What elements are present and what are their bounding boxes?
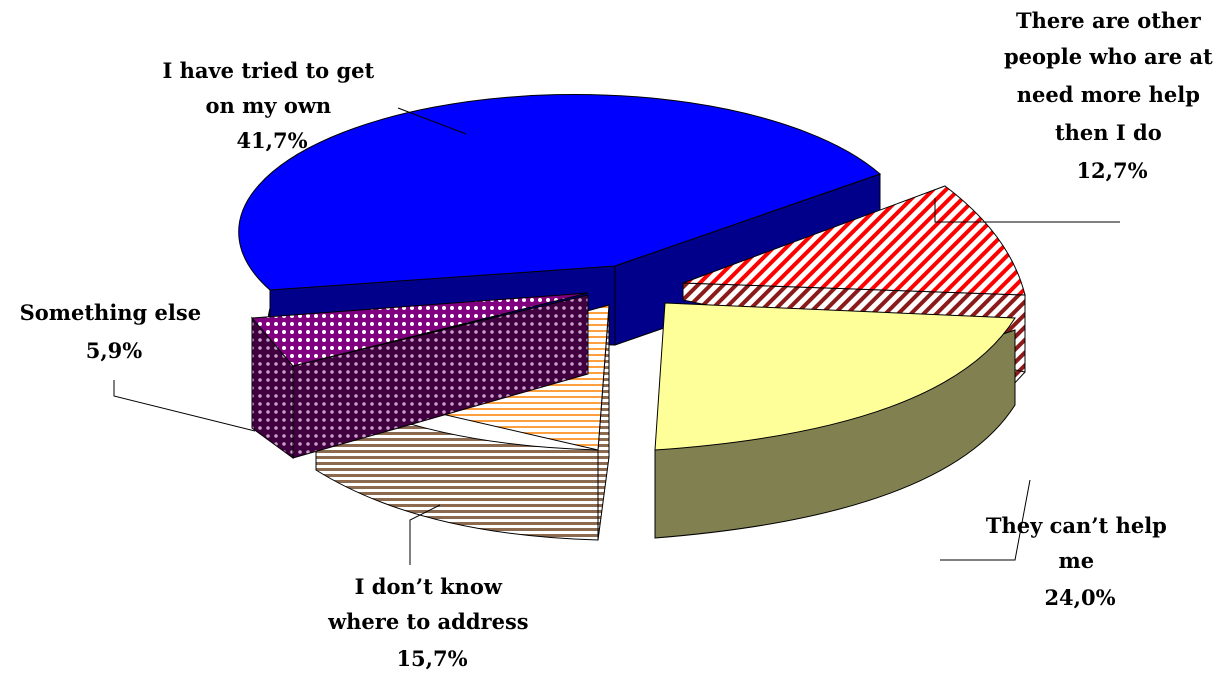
slice-top-something-else <box>250 292 589 367</box>
label-dont-know: I don’t know where to address 15,7% <box>327 574 536 671</box>
slice-top-tried-own <box>238 93 881 291</box>
label-line: me <box>1059 548 1095 573</box>
label-line: They can’t help <box>986 513 1167 538</box>
leader-line-tried-own <box>397 107 467 135</box>
label-line: There are other <box>1016 8 1202 33</box>
label-value: 15,7% <box>396 646 467 671</box>
label-line: I don’t know <box>355 574 503 599</box>
slice-top-other-people <box>682 185 1026 296</box>
label-line: where to address <box>327 609 529 634</box>
slice-face-something-else <box>292 294 589 459</box>
leader-line-something-else <box>113 380 256 432</box>
label-value: 5,9% <box>86 338 143 363</box>
slice-group-something-else <box>250 292 589 459</box>
label-line: on my own <box>206 93 332 118</box>
leader-line-dont-know <box>409 504 441 565</box>
label-line: people who are at <box>1004 44 1213 69</box>
label-value: 41,7% <box>236 128 307 153</box>
label-tried-own: I have tried to get on my own 41,7% <box>162 58 381 153</box>
leader-line-other-people <box>934 198 1120 223</box>
label-value: 12,7% <box>1076 158 1147 183</box>
label-value: 24,0% <box>1044 585 1115 610</box>
slice-top-cant-help <box>654 302 1016 451</box>
label-cant-help: They can’t help me 24,0% <box>986 513 1174 610</box>
label-line: then I do <box>1055 120 1162 145</box>
leader-line-cant-help <box>940 479 1031 561</box>
label-line: Something else <box>20 300 201 325</box>
label-other-people: There are other people who are at need m… <box>1004 8 1220 183</box>
label-line: I have tried to get <box>162 58 374 83</box>
slice-group-cant-help <box>654 302 1016 539</box>
label-line: need more help <box>1017 82 1200 107</box>
label-something-else: Something else 5,9% <box>20 300 209 363</box>
